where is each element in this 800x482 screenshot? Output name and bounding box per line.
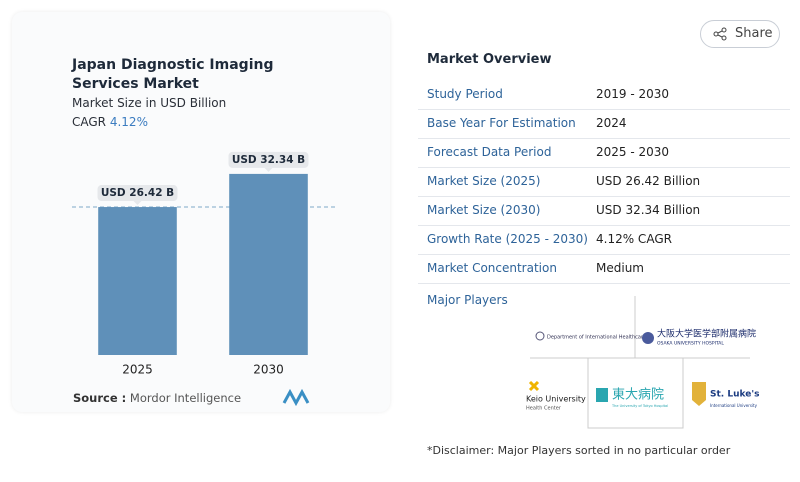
logo [282,388,310,407]
bar [229,173,308,355]
overview-row: Market Size (2030) USD 32.34 Billion [418,196,790,226]
source: Source : Mordor Intelligence [73,391,241,405]
overview-row: Study Period 2019 - 2030 [418,80,790,110]
logo-icon [642,332,654,344]
row-label: Base Year For Estimation [427,116,576,130]
logo-text: 大阪大学医学部附属病院 [657,328,756,340]
value-label-pointer [133,201,142,206]
logo-text: Health Center [526,406,562,412]
source-text: Mordor Intelligence [129,391,242,405]
logo-text: International University [710,403,758,408]
bar [98,207,177,355]
row-value: Medium [596,261,644,275]
chart-title: Japan Diagnostic Imaging Services Market [72,57,274,92]
row-label: Growth Rate (2025 - 2030) [427,232,588,246]
overview-row: Base Year For Estimation 2024 [418,109,790,139]
share-label: Share [735,26,773,41]
chart: 2025 USD 26.42 B 2030 USD 32.34 B [72,151,337,407]
chart-card [12,12,390,412]
overview-title: Market Overview [427,52,552,67]
overview-row: Forecast Data Period 2025 - 2030 [418,138,790,168]
chart-subtitle: Market Size in USD Billion [72,96,227,110]
cagr-label: CAGR [72,115,107,129]
players-grid: Department of International Healthcare 大… [526,296,759,429]
overview-row: Growth Rate (2025 - 2030) 4.12% CAGR [418,225,790,255]
source-label: Source : [73,391,127,405]
cagr: CAGR 4.12% [72,115,148,129]
share-button[interactable]: Share [700,20,780,48]
logo-icon [528,380,540,392]
logo-text: OSAKA UNIVERSITY HOSPITAL [657,341,724,347]
logo-icon [692,382,706,406]
x-tick-label: 2030 [253,363,284,377]
logo-icon [535,331,545,341]
logo-mark [282,388,310,407]
cagr-value: 4.12% [109,115,148,129]
row-value: 2025 - 2030 [596,145,670,159]
players-title: Major Players [427,293,508,307]
value-label-bg [228,151,309,168]
logo-text: Keio University [526,395,586,404]
row-label: Study Period [427,87,503,101]
logo-text: Department of International Healthcare [547,335,646,341]
value-label: USD 26.42 B [101,187,174,199]
row-value: USD 32.34 Billion [596,203,701,217]
overview-row: Market Size (2025) USD 26.42 Billion [418,167,790,197]
row-value: 2024 [596,116,627,130]
row-value: USD 26.42 Billion [596,174,701,188]
logo-text: 東大病院 [612,387,664,403]
share-icon [713,27,727,41]
overview-row: Market Concentration Medium [418,254,790,284]
row-label: Market Size (2025) [427,174,541,188]
row-label: Market Concentration [427,261,557,275]
row-label: Market Size (2030) [427,203,541,217]
logo-text: St. Luke's [710,390,759,400]
row-label: Forecast Data Period [427,145,552,159]
row-value: 2019 - 2030 [596,87,670,101]
value-label-pointer [264,167,273,172]
logo-text: The University of Tokyo Hospital [611,404,668,408]
value-label: USD 32.34 B [232,154,305,166]
logo-box [587,357,684,429]
value-label-bg [97,185,178,202]
row-value: 4.12% CAGR [596,232,672,246]
x-tick-label: 2025 [122,363,153,377]
disclaimer: *Disclaimer: Major Players sorted in no … [427,444,731,457]
logo-icon [596,388,608,402]
